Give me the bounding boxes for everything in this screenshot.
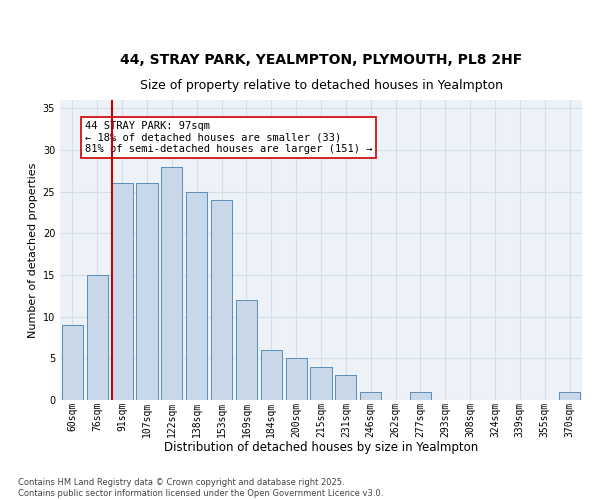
Bar [261,350,282,400]
Bar [112,184,133,400]
Bar [161,166,182,400]
Bar [236,300,257,400]
Bar [62,325,83,400]
Text: Size of property relative to detached houses in Yealmpton: Size of property relative to detached ho… [139,80,503,92]
Bar [335,375,356,400]
Y-axis label: Number of detached properties: Number of detached properties [28,162,38,338]
Bar [410,392,431,400]
Bar [286,358,307,400]
Bar [87,275,108,400]
Bar [211,200,232,400]
Bar [559,392,580,400]
Bar [186,192,207,400]
Text: 44 STRAY PARK: 97sqm
← 18% of detached houses are smaller (33)
81% of semi-detac: 44 STRAY PARK: 97sqm ← 18% of detached h… [85,121,373,154]
Text: 44, STRAY PARK, YEALMPTON, PLYMOUTH, PL8 2HF: 44, STRAY PARK, YEALMPTON, PLYMOUTH, PL8… [120,54,522,68]
Text: Contains HM Land Registry data © Crown copyright and database right 2025.
Contai: Contains HM Land Registry data © Crown c… [18,478,383,498]
Bar [310,366,332,400]
Bar [360,392,381,400]
X-axis label: Distribution of detached houses by size in Yealmpton: Distribution of detached houses by size … [164,441,478,454]
Bar [136,184,158,400]
